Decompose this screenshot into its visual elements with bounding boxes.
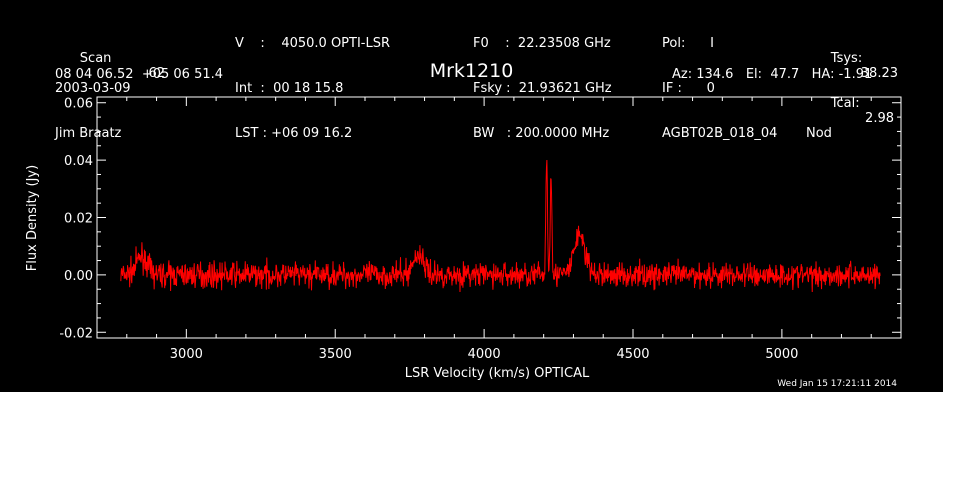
x-tick-label: 4000 <box>468 347 501 362</box>
switching-mode: Nod <box>806 126 832 141</box>
y-tick-label: 0.02 <box>64 212 93 227</box>
spectrum-figure: Scan 62 2003-03-09 Jim Braatz V : 4050.0… <box>0 0 943 392</box>
y-tick-label: 0.04 <box>64 154 93 169</box>
y-tick-label: 0.06 <box>64 97 93 112</box>
rest-frequency-line: F0 : 22.23508 GHz <box>473 36 611 51</box>
observation-date: 2003-03-09 <box>55 81 131 96</box>
header-col-scan: Scan 62 2003-03-09 Jim Braatz <box>55 6 165 171</box>
chart-title: Mrk1210 <box>429 60 514 82</box>
x-tick-label: 4500 <box>616 347 649 362</box>
header-col-velocity: V : 4050.0 OPTI-LSR Int : 00 18 15.8 LST… <box>235 6 390 171</box>
tcal-label: Tcal: <box>830 96 860 111</box>
x-tick-label: 5000 <box>765 347 798 362</box>
header-col-polarization: Pol: I IF : 0 AGBT02B_018_04 <box>662 6 777 171</box>
ticks-layer: 3000 3500 4000 4500 5000 -0.02 0.00 0.02 0.04 0.0… <box>59 97 902 362</box>
scan-label: Scan <box>79 51 112 66</box>
x-tick-label: 3500 <box>319 347 352 362</box>
observer-name: Jim Braatz <box>55 126 122 141</box>
series-layer <box>120 159 881 293</box>
header-col-system: Tsys: 38.23 Tcal: 2.98 Nod <box>806 6 898 171</box>
pointing-info: Az: 134.6 El: 47.7 HA: -1.91 <box>672 67 873 82</box>
if-line: IF : 0 <box>662 81 715 96</box>
y-tick-label: 0.00 <box>64 269 93 284</box>
tsys-value: 38.23 <box>860 66 898 81</box>
source-coordinates: 08 04 06.52 +05 06 51.4 <box>55 67 224 82</box>
tsys-label: Tsys: <box>830 51 863 66</box>
polarization-line: Pol: I <box>662 36 714 51</box>
x-tick-label: 3000 <box>170 347 203 362</box>
bandwidth-line: BW : 200.0000 MHz <box>473 126 610 141</box>
x-axis-label: LSR Velocity (km/s) OPTICAL <box>405 366 590 381</box>
plot-frame <box>96 96 902 339</box>
series-line-0 <box>120 159 881 293</box>
velocity-line: V : 4050.0 OPTI-LSR <box>235 36 391 51</box>
y-axis-label: Flux Density (Jy) <box>25 165 40 271</box>
y-tick-label: -0.02 <box>59 326 93 341</box>
integration-line: Int : 00 18 15.8 <box>235 81 344 96</box>
project-id: AGBT02B_018_04 <box>662 126 778 141</box>
plot-timestamp: Wed Jan 15 17:21:11 2014 <box>777 379 897 389</box>
lst-line: LST : +06 09 16.2 <box>235 126 353 141</box>
spectrum-plot: 3000 3500 4000 4500 5000 -0.02 0.00 0.02 0.04 0.0… <box>25 96 902 381</box>
header-col-frequency: F0 : 22.23508 GHz Fsky : 21.93621 GHz BW… <box>473 6 612 171</box>
sky-frequency-line: Fsky : 21.93621 GHz <box>473 81 612 96</box>
tcal-value: 2.98 <box>865 111 894 126</box>
scan-value: 62 <box>148 66 165 81</box>
